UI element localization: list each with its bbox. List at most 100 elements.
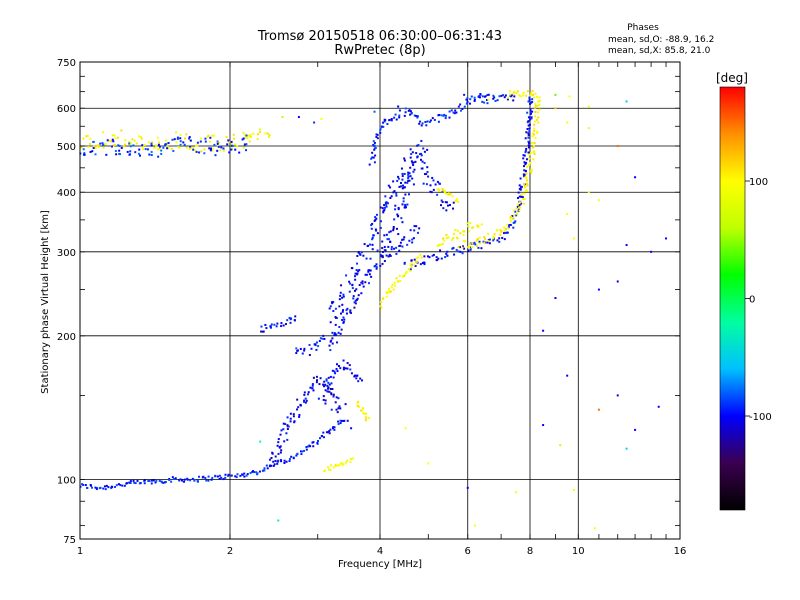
data-point xyxy=(386,122,389,125)
data-point xyxy=(286,424,289,427)
data-point xyxy=(280,322,283,325)
data-point xyxy=(285,432,288,435)
data-point xyxy=(371,248,374,251)
data-point xyxy=(375,213,378,216)
data-point xyxy=(94,147,97,150)
data-point xyxy=(342,295,345,298)
data-point xyxy=(357,400,360,403)
data-point xyxy=(337,407,340,410)
data-point xyxy=(346,459,349,462)
data-point xyxy=(97,144,100,147)
data-point xyxy=(184,137,187,140)
data-point xyxy=(339,294,342,297)
data-point xyxy=(340,328,343,331)
data-point xyxy=(226,143,229,146)
data-point xyxy=(597,288,600,291)
data-point xyxy=(410,160,413,163)
data-point xyxy=(476,237,479,240)
data-point xyxy=(322,395,325,398)
data-point xyxy=(517,191,520,194)
data-point xyxy=(129,481,132,484)
data-point xyxy=(383,260,386,263)
data-point xyxy=(597,199,600,202)
y-axis-label: Stationary phase Virtual Height [km] xyxy=(40,210,51,394)
data-point xyxy=(529,170,532,173)
data-point xyxy=(477,225,480,228)
data-point xyxy=(466,486,469,489)
data-point xyxy=(259,440,262,443)
data-point xyxy=(445,209,448,212)
x-axis-label: Frequency [MHz] xyxy=(338,559,422,570)
data-point xyxy=(379,129,382,132)
data-point xyxy=(272,464,275,467)
data-point xyxy=(146,148,149,151)
data-point xyxy=(188,136,191,139)
data-point xyxy=(288,316,291,319)
data-point xyxy=(568,95,571,98)
data-point xyxy=(277,441,280,444)
data-point xyxy=(129,141,132,144)
data-point xyxy=(398,245,401,248)
data-point xyxy=(525,147,528,150)
data-point xyxy=(464,240,467,243)
data-point xyxy=(431,176,434,179)
data-point xyxy=(371,151,374,154)
data-point xyxy=(357,405,360,408)
data-point xyxy=(244,136,247,139)
data-point xyxy=(469,246,472,249)
data-point xyxy=(404,181,407,184)
data-point xyxy=(186,478,189,481)
data-point xyxy=(210,134,213,137)
data-point xyxy=(566,213,569,216)
data-point xyxy=(554,93,557,96)
data-point xyxy=(445,237,448,240)
data-point xyxy=(126,482,129,485)
data-point xyxy=(304,397,307,400)
data-point xyxy=(252,470,255,473)
data-point xyxy=(475,239,478,242)
data-point xyxy=(453,253,456,256)
data-point xyxy=(441,190,444,193)
data-point xyxy=(416,115,419,118)
data-point xyxy=(257,133,260,136)
data-point xyxy=(410,259,413,262)
data-point xyxy=(92,140,95,143)
data-point xyxy=(305,446,308,449)
data-point xyxy=(512,226,515,229)
data-point xyxy=(516,212,519,215)
data-point xyxy=(411,161,414,164)
data-point xyxy=(384,195,387,198)
data-point xyxy=(409,263,412,266)
data-point xyxy=(566,374,569,377)
data-point xyxy=(419,253,422,256)
data-point xyxy=(219,149,222,152)
data-point xyxy=(140,137,143,140)
data-point xyxy=(388,287,391,290)
data-point xyxy=(83,153,86,156)
data-point xyxy=(207,479,210,482)
data-point xyxy=(286,438,289,441)
data-point xyxy=(524,151,527,154)
data-point xyxy=(508,224,511,227)
data-point xyxy=(315,348,318,351)
data-point xyxy=(443,189,446,192)
data-point xyxy=(416,156,419,159)
data-point xyxy=(242,137,245,140)
data-point xyxy=(381,207,384,210)
data-point xyxy=(157,141,160,144)
data-point xyxy=(273,323,276,326)
data-point xyxy=(477,226,480,229)
data-point xyxy=(533,115,536,118)
data-point xyxy=(504,228,507,231)
data-point xyxy=(265,464,268,467)
data-point xyxy=(243,475,246,478)
data-point xyxy=(364,281,367,284)
data-point xyxy=(119,484,122,487)
data-point xyxy=(374,154,377,157)
data-point xyxy=(188,137,191,140)
data-point xyxy=(527,100,530,103)
data-point xyxy=(533,141,536,144)
data-point xyxy=(413,114,416,117)
data-point xyxy=(349,368,352,371)
data-point xyxy=(383,249,386,252)
